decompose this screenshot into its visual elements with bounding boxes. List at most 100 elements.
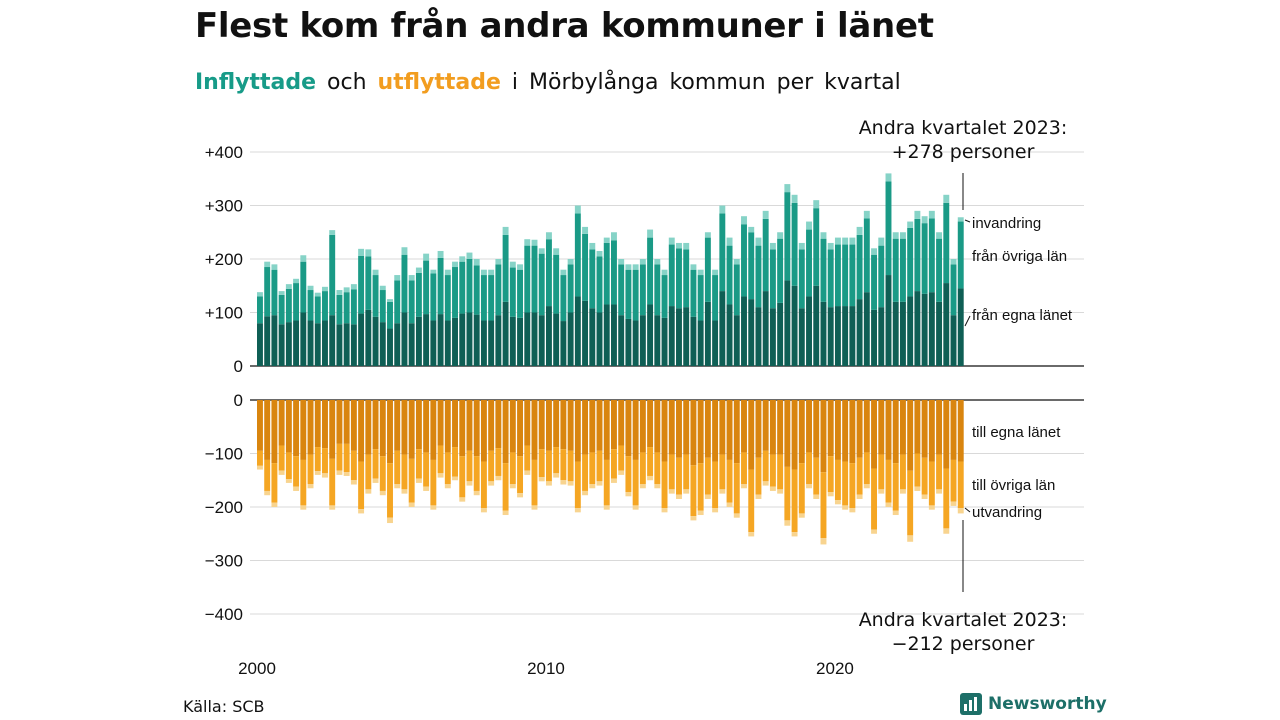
bar-out-ovriga [307, 454, 314, 484]
bar-in-ovriga [863, 218, 870, 293]
bar-in-invandring [899, 232, 906, 239]
bar-out-ovriga [495, 448, 502, 476]
bar-in-invandring [668, 237, 675, 245]
bar-out-ovriga [639, 452, 646, 484]
y-tick-label-top: +100 [205, 304, 243, 323]
bar-out-ovriga [329, 458, 336, 506]
bar-out-egna [387, 400, 393, 464]
annotation-top-line1: Andra kvartalet 2023: [858, 117, 1068, 139]
bar-in-egna [293, 320, 300, 366]
bar-in-ovriga [444, 275, 451, 321]
bar-in-ovriga [480, 275, 487, 321]
bar-in-invandring [842, 237, 849, 245]
bar-out-utvandring [257, 465, 263, 470]
bar-in-invandring [336, 290, 343, 295]
bar-in-ovriga [307, 290, 314, 321]
bar-in-invandring [755, 237, 762, 246]
bar-out-utvandring [769, 486, 776, 491]
bar-in-ovriga [574, 213, 581, 297]
bar-out-ovriga [423, 452, 430, 487]
bar-in-ovriga [437, 257, 444, 315]
bar-out-egna [553, 400, 560, 448]
bar-in-invandring [625, 264, 632, 270]
y-tick-label-top: +300 [205, 197, 243, 216]
bar-in-egna [957, 288, 964, 366]
bar-in-invandring [300, 255, 307, 262]
bar-out-egna [452, 400, 458, 448]
bar-out-egna [582, 400, 589, 455]
bar-in-egna [668, 306, 675, 366]
bar-out-utvandring [285, 479, 292, 483]
bar-out-utvandring [488, 481, 495, 486]
bar-out-ovriga [813, 457, 820, 495]
bar-in-invandring [834, 237, 841, 245]
bar-in-invandring [408, 275, 415, 281]
bar-out-ovriga [769, 454, 776, 487]
bar-out-egna [257, 400, 263, 451]
bar-out-ovriga [401, 454, 408, 490]
bar-in-ovriga [704, 237, 711, 302]
bar-out-utvandring [480, 508, 487, 513]
leader-utvandring [964, 507, 971, 513]
bar-out-ovriga [394, 450, 401, 484]
bar-out-utvandring [647, 475, 654, 481]
bar-out-ovriga [791, 469, 798, 533]
bar-in-ovriga [676, 248, 682, 309]
leader-invandring [964, 219, 971, 223]
bar-in-invandring [892, 232, 899, 239]
bar-out-utvandring [639, 483, 646, 489]
bar-out-utvandring [394, 483, 401, 489]
bar-out-egna [538, 400, 545, 450]
bar-in-ovriga [589, 249, 596, 309]
bar-out-egna [531, 400, 538, 460]
bar-out-egna [683, 400, 690, 455]
bar-out-utvandring [589, 483, 596, 489]
bar-out-ovriga [878, 454, 885, 490]
bar-out-ovriga [950, 459, 957, 502]
bar-in-ovriga [329, 234, 336, 316]
bar-out-utvandring [545, 481, 552, 486]
bar-in-invandring [314, 292, 321, 297]
bar-out-utvandring [914, 486, 921, 491]
bar-in-egna [553, 313, 560, 366]
bar-out-ovriga [322, 448, 328, 474]
bar-in-ovriga [466, 259, 473, 313]
y-tick-label-bottom: −300 [205, 552, 243, 571]
bar-in-ovriga [387, 301, 393, 329]
bar-out-utvandring [878, 489, 885, 494]
bar-out-ovriga [379, 456, 386, 491]
bar-in-egna [582, 300, 589, 366]
bar-out-egna [849, 400, 856, 464]
bar-in-egna [350, 324, 357, 366]
bar-out-ovriga [856, 457, 863, 495]
bar-out-ovriga [560, 449, 567, 481]
bar-out-ovriga [697, 463, 704, 511]
bar-in-egna [806, 296, 812, 366]
bar-in-egna [314, 323, 321, 366]
bar-in-invandring [278, 291, 285, 295]
bar-in-invandring [488, 269, 495, 276]
bar-in-invandring [690, 264, 697, 270]
bar-out-utvandring [762, 481, 769, 486]
bar-out-utvandring [827, 492, 834, 497]
bar-out-utvandring [697, 510, 704, 516]
bar-out-ovriga [430, 459, 437, 506]
bar-out-egna [322, 400, 328, 449]
bar-in-ovriga [596, 256, 603, 313]
bar-in-egna [798, 308, 805, 366]
bar-out-ovriga [661, 461, 668, 509]
bar-out-egna [415, 400, 422, 450]
bar-in-invandring [430, 269, 437, 274]
bar-out-utvandring [834, 500, 841, 505]
bar-out-ovriga [293, 456, 300, 487]
bar-out-egna [589, 400, 596, 453]
bar-out-ovriga [437, 445, 444, 474]
bar-in-egna [834, 306, 841, 366]
bar-in-ovriga [495, 264, 502, 316]
bar-in-invandring [524, 239, 531, 246]
bar-out-utvandring [719, 489, 726, 494]
bar-in-egna [726, 304, 733, 366]
bar-out-utvandring [784, 520, 791, 526]
bar-in-invandring [379, 285, 386, 291]
bar-out-utvandring [415, 478, 422, 483]
